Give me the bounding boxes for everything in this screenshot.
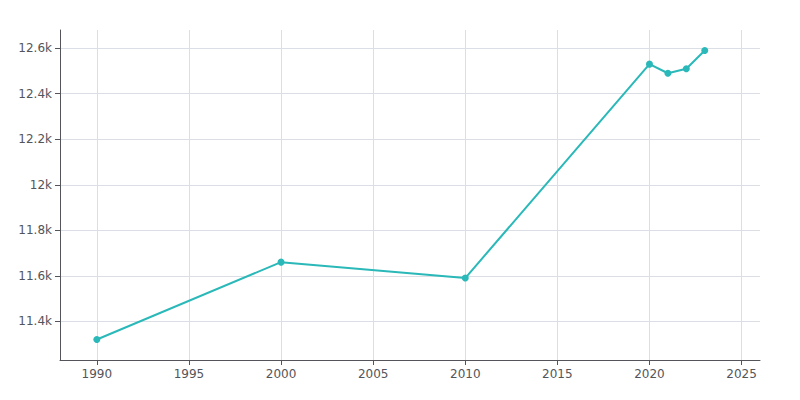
svg-text:11.4k: 11.4k [18, 314, 52, 328]
svg-text:2000: 2000 [266, 367, 297, 381]
svg-text:12.6k: 12.6k [18, 41, 52, 55]
svg-text:12.2k: 12.2k [18, 132, 52, 146]
svg-text:12.4k: 12.4k [18, 87, 52, 101]
svg-text:2025: 2025 [726, 367, 757, 381]
svg-text:11.6k: 11.6k [18, 269, 52, 283]
svg-text:12k: 12k [30, 178, 52, 192]
svg-text:11.8k: 11.8k [18, 223, 52, 237]
svg-text:2010: 2010 [450, 367, 481, 381]
svg-text:2005: 2005 [358, 367, 389, 381]
svg-text:1990: 1990 [82, 367, 113, 381]
svg-text:2020: 2020 [634, 367, 665, 381]
svg-text:1995: 1995 [174, 367, 205, 381]
svg-text:2015: 2015 [542, 367, 573, 381]
